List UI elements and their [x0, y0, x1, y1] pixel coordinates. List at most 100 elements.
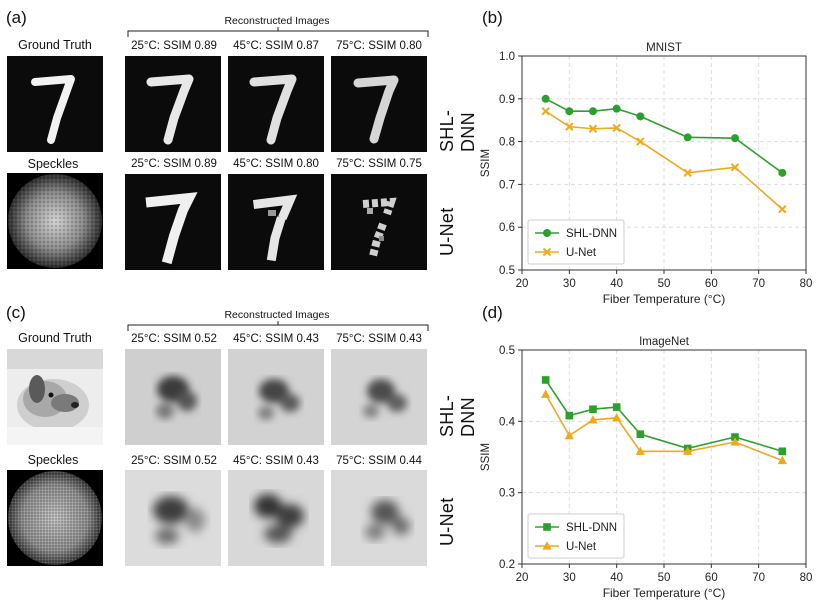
x-tick-label: 50	[658, 278, 671, 290]
y-tick-label: 0.6	[499, 222, 515, 234]
data-point-u-net	[683, 168, 692, 178]
mnist-speckle-image	[7, 173, 103, 269]
data-point-shl-dnn	[589, 107, 597, 116]
data-point-shl-dnn	[565, 107, 574, 116]
data-point-u-net	[778, 205, 787, 214]
series-line-u-net	[545, 110, 783, 210]
x-tick-label: 80	[800, 572, 813, 584]
ground-truth-label-a: Ground Truth	[18, 38, 92, 52]
y-tick-label: 0.5	[499, 345, 515, 357]
imagenet-shl-25-image	[125, 349, 221, 445]
y-tick-label: 0.5	[499, 265, 515, 277]
y-axis-label: SSIM	[480, 443, 492, 471]
speckles-label-c: Speckles	[27, 453, 79, 467]
x-tick-label: 60	[705, 572, 718, 584]
header-bracket-a	[127, 27, 429, 37]
mnist-shl-25-image	[125, 56, 221, 152]
data-point-shl-dnn	[683, 133, 692, 142]
legend-marker-shl-dnn	[543, 523, 551, 531]
imagenet-unet-25-image	[125, 470, 221, 566]
panel-label-b: (b)	[482, 8, 503, 27]
legend-box	[527, 513, 625, 559]
data-point-shl-dnn	[636, 430, 645, 438]
y-tick-label: 0.8	[499, 137, 515, 149]
x-tick-label: 70	[752, 278, 765, 290]
data-point-shl-dnn	[778, 168, 787, 177]
caption-c-shl-25: 25°C: SSIM 0.52	[131, 333, 217, 345]
unet-side-label-a: U-Net	[437, 207, 457, 256]
data-point-u-net	[730, 163, 740, 172]
x-tick-label: 80	[800, 278, 813, 290]
y-tick-label: 0.2	[499, 559, 515, 571]
ground-truth-label-c: Ground Truth	[18, 331, 92, 345]
imagenet-shl-75-image	[331, 349, 427, 445]
data-point-u-net	[777, 455, 787, 465]
mnist-shl-45-image	[228, 56, 324, 152]
chart-title: ImageNet	[639, 336, 690, 348]
caption-a-shl-25: 25°C: SSIM 0.89	[131, 40, 217, 52]
header-bracket-c	[127, 321, 429, 331]
data-point-shl-dnn	[589, 405, 597, 414]
x-tick-label: 30	[563, 278, 576, 290]
data-point-shl-dnn	[541, 94, 550, 103]
caption-c-shl-45: 45°C: SSIM 0.43	[233, 333, 319, 345]
imagenet-ssim-chart: ImageNet 20 30 40 50 60 70 80 0.2 0.3 0.4 0.5 Fiber …	[480, 336, 813, 600]
mnist-unet-75-image	[331, 174, 427, 270]
mnist-shl-75-image	[331, 56, 427, 152]
data-point-u-net	[612, 412, 622, 422]
x-tick-label: 50	[658, 572, 671, 584]
x-axis-label: Fiber Temperature (°C)	[603, 292, 726, 306]
y-tick-label: 0.4	[499, 416, 516, 428]
imagenet-shl-45-image	[228, 349, 324, 445]
data-point-u-net	[541, 389, 551, 398]
caption-c-shl-75: 75°C: SSIM 0.43	[336, 333, 422, 345]
data-point-u-net	[683, 446, 693, 455]
data-point-u-net	[612, 123, 621, 133]
x-tick-label: 30	[563, 572, 576, 584]
chart-title: MNIST	[646, 42, 682, 54]
data-point-shl-dnn	[731, 134, 739, 143]
mnist-unet-45-image	[228, 174, 324, 270]
data-point-shl-dnn	[565, 411, 574, 420]
caption-c-unet-75: 75°C: SSIM 0.44	[336, 455, 422, 467]
data-point-shl-dnn	[731, 433, 739, 441]
imagenet-unet-75-image	[331, 470, 427, 566]
legend-label-u-net: U-Net	[566, 541, 597, 553]
legend-box	[527, 219, 625, 265]
panel-label-c: (c)	[6, 303, 26, 322]
y-axis-label: SSIM	[480, 149, 492, 177]
series-line-shl-dnn	[545, 379, 783, 453]
x-tick-label: 40	[610, 572, 623, 584]
data-point-u-net	[564, 430, 574, 440]
data-point-shl-dnn	[612, 403, 621, 411]
data-point-u-net	[730, 437, 740, 446]
y-tick-label: 1.0	[499, 51, 515, 63]
data-point-u-net	[588, 124, 598, 133]
imagenet-ground-truth-image	[7, 349, 103, 445]
panel-label-d: (d)	[482, 303, 503, 322]
caption-a-unet-25: 25°C: SSIM 0.89	[131, 158, 217, 170]
caption-c-unet-25: 25°C: SSIM 0.52	[131, 455, 217, 467]
legend-label-shl-dnn: SHL-DNN	[566, 522, 617, 534]
mnist-unet-25-image	[125, 174, 221, 270]
y-tick-label: 0.7	[499, 179, 515, 191]
y-tick-label: 0.9	[499, 94, 515, 106]
reconstructed-header-c: Reconstructed Images	[224, 309, 330, 321]
x-tick-label: 40	[610, 278, 623, 290]
data-point-u-net	[565, 122, 574, 131]
speckles-label-a: Speckles	[27, 157, 79, 171]
y-tick-label: 0.3	[499, 488, 515, 500]
legend-label-u-net: U-Net	[566, 247, 597, 259]
mnist-ground-truth-image	[7, 56, 103, 152]
data-point-shl-dnn	[778, 447, 787, 456]
reconstructed-header-a: Reconstructed Images	[224, 15, 330, 27]
data-point-u-net	[588, 415, 598, 424]
data-point-shl-dnn	[541, 376, 550, 384]
panel-label-a: (a)	[6, 8, 27, 27]
legend-marker-u-net	[542, 247, 552, 257]
x-tick-label: 20	[516, 278, 529, 290]
legend-marker-shl-dnn	[543, 229, 551, 237]
data-point-u-net	[541, 107, 550, 116]
series-line-u-net	[544, 393, 783, 462]
x-tick-label: 70	[752, 572, 765, 584]
